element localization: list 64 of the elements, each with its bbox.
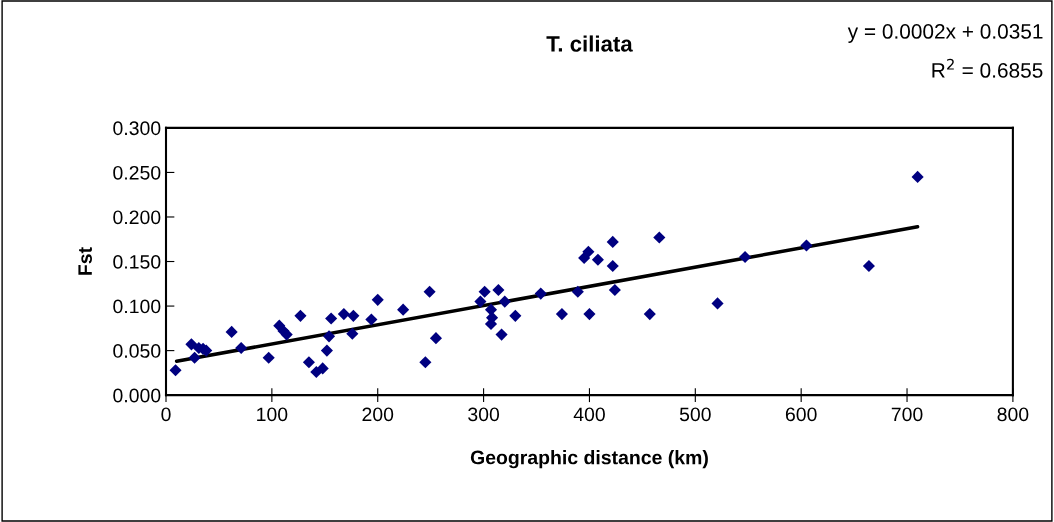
- point: [711, 297, 724, 310]
- point: [419, 356, 432, 369]
- y-tick-label: 0.200: [113, 210, 161, 225]
- point: [534, 287, 547, 300]
- y-tick-label: 0.150: [113, 254, 161, 269]
- point: [347, 309, 360, 322]
- point: [474, 295, 487, 308]
- point: [911, 170, 924, 183]
- point: [498, 295, 511, 308]
- x-axis-title: Geographic distance (km): [470, 450, 708, 469]
- point: [606, 259, 619, 273]
- chart-title: T. ciliata: [546, 35, 633, 52]
- text: y = 0.0002x + 0.0351: [847, 24, 1043, 43]
- point: [316, 362, 329, 375]
- point: [495, 328, 508, 341]
- y-axis-title: Fst: [78, 247, 92, 275]
- point: [320, 344, 333, 357]
- point: [591, 253, 604, 266]
- point: [225, 325, 238, 338]
- point: [397, 303, 410, 316]
- point: [862, 259, 875, 273]
- point: [582, 245, 595, 258]
- point: [423, 285, 436, 298]
- point: [429, 332, 443, 345]
- point: [509, 309, 522, 322]
- point: [643, 308, 656, 321]
- x-tick-label: 700: [891, 407, 923, 422]
- x-tick-label: 300: [468, 407, 500, 422]
- y-tick-label: 0.000: [113, 388, 161, 403]
- point: [492, 283, 505, 297]
- point: [800, 239, 813, 252]
- point: [555, 308, 568, 321]
- point: [608, 283, 621, 297]
- point: [322, 330, 336, 343]
- x-tick-label: 200: [362, 407, 394, 422]
- point: [302, 356, 315, 369]
- point: [478, 285, 491, 298]
- x-tick-label: 100: [257, 407, 288, 422]
- point: [169, 364, 182, 377]
- point: [337, 308, 350, 321]
- x-tick-label: 800: [997, 407, 1029, 422]
- point: [653, 231, 666, 244]
- y-tick-label: 0.050: [113, 344, 161, 358]
- point: [294, 309, 307, 322]
- point: [346, 327, 359, 340]
- point: [583, 308, 596, 321]
- point: [571, 285, 584, 298]
- point: [188, 351, 201, 364]
- y-tick-label: 0.250: [113, 165, 161, 180]
- point: [606, 235, 619, 248]
- point: [235, 341, 248, 354]
- x-tick-label: 400: [573, 407, 605, 422]
- point: [280, 328, 293, 341]
- x-tick-label: 600: [785, 407, 817, 422]
- text: R$^{2}$ = 0.6855: [932, 58, 1043, 78]
- point: [262, 351, 275, 364]
- y-tick-label: 0.100: [113, 299, 161, 314]
- point: [371, 293, 384, 306]
- x-tick-label: 0: [161, 407, 171, 422]
- x-tick-label: 500: [679, 407, 711, 422]
- point: [325, 312, 338, 325]
- point: [739, 251, 752, 264]
- y-tick-label: 0.300: [113, 121, 161, 136]
- point: [365, 313, 378, 326]
